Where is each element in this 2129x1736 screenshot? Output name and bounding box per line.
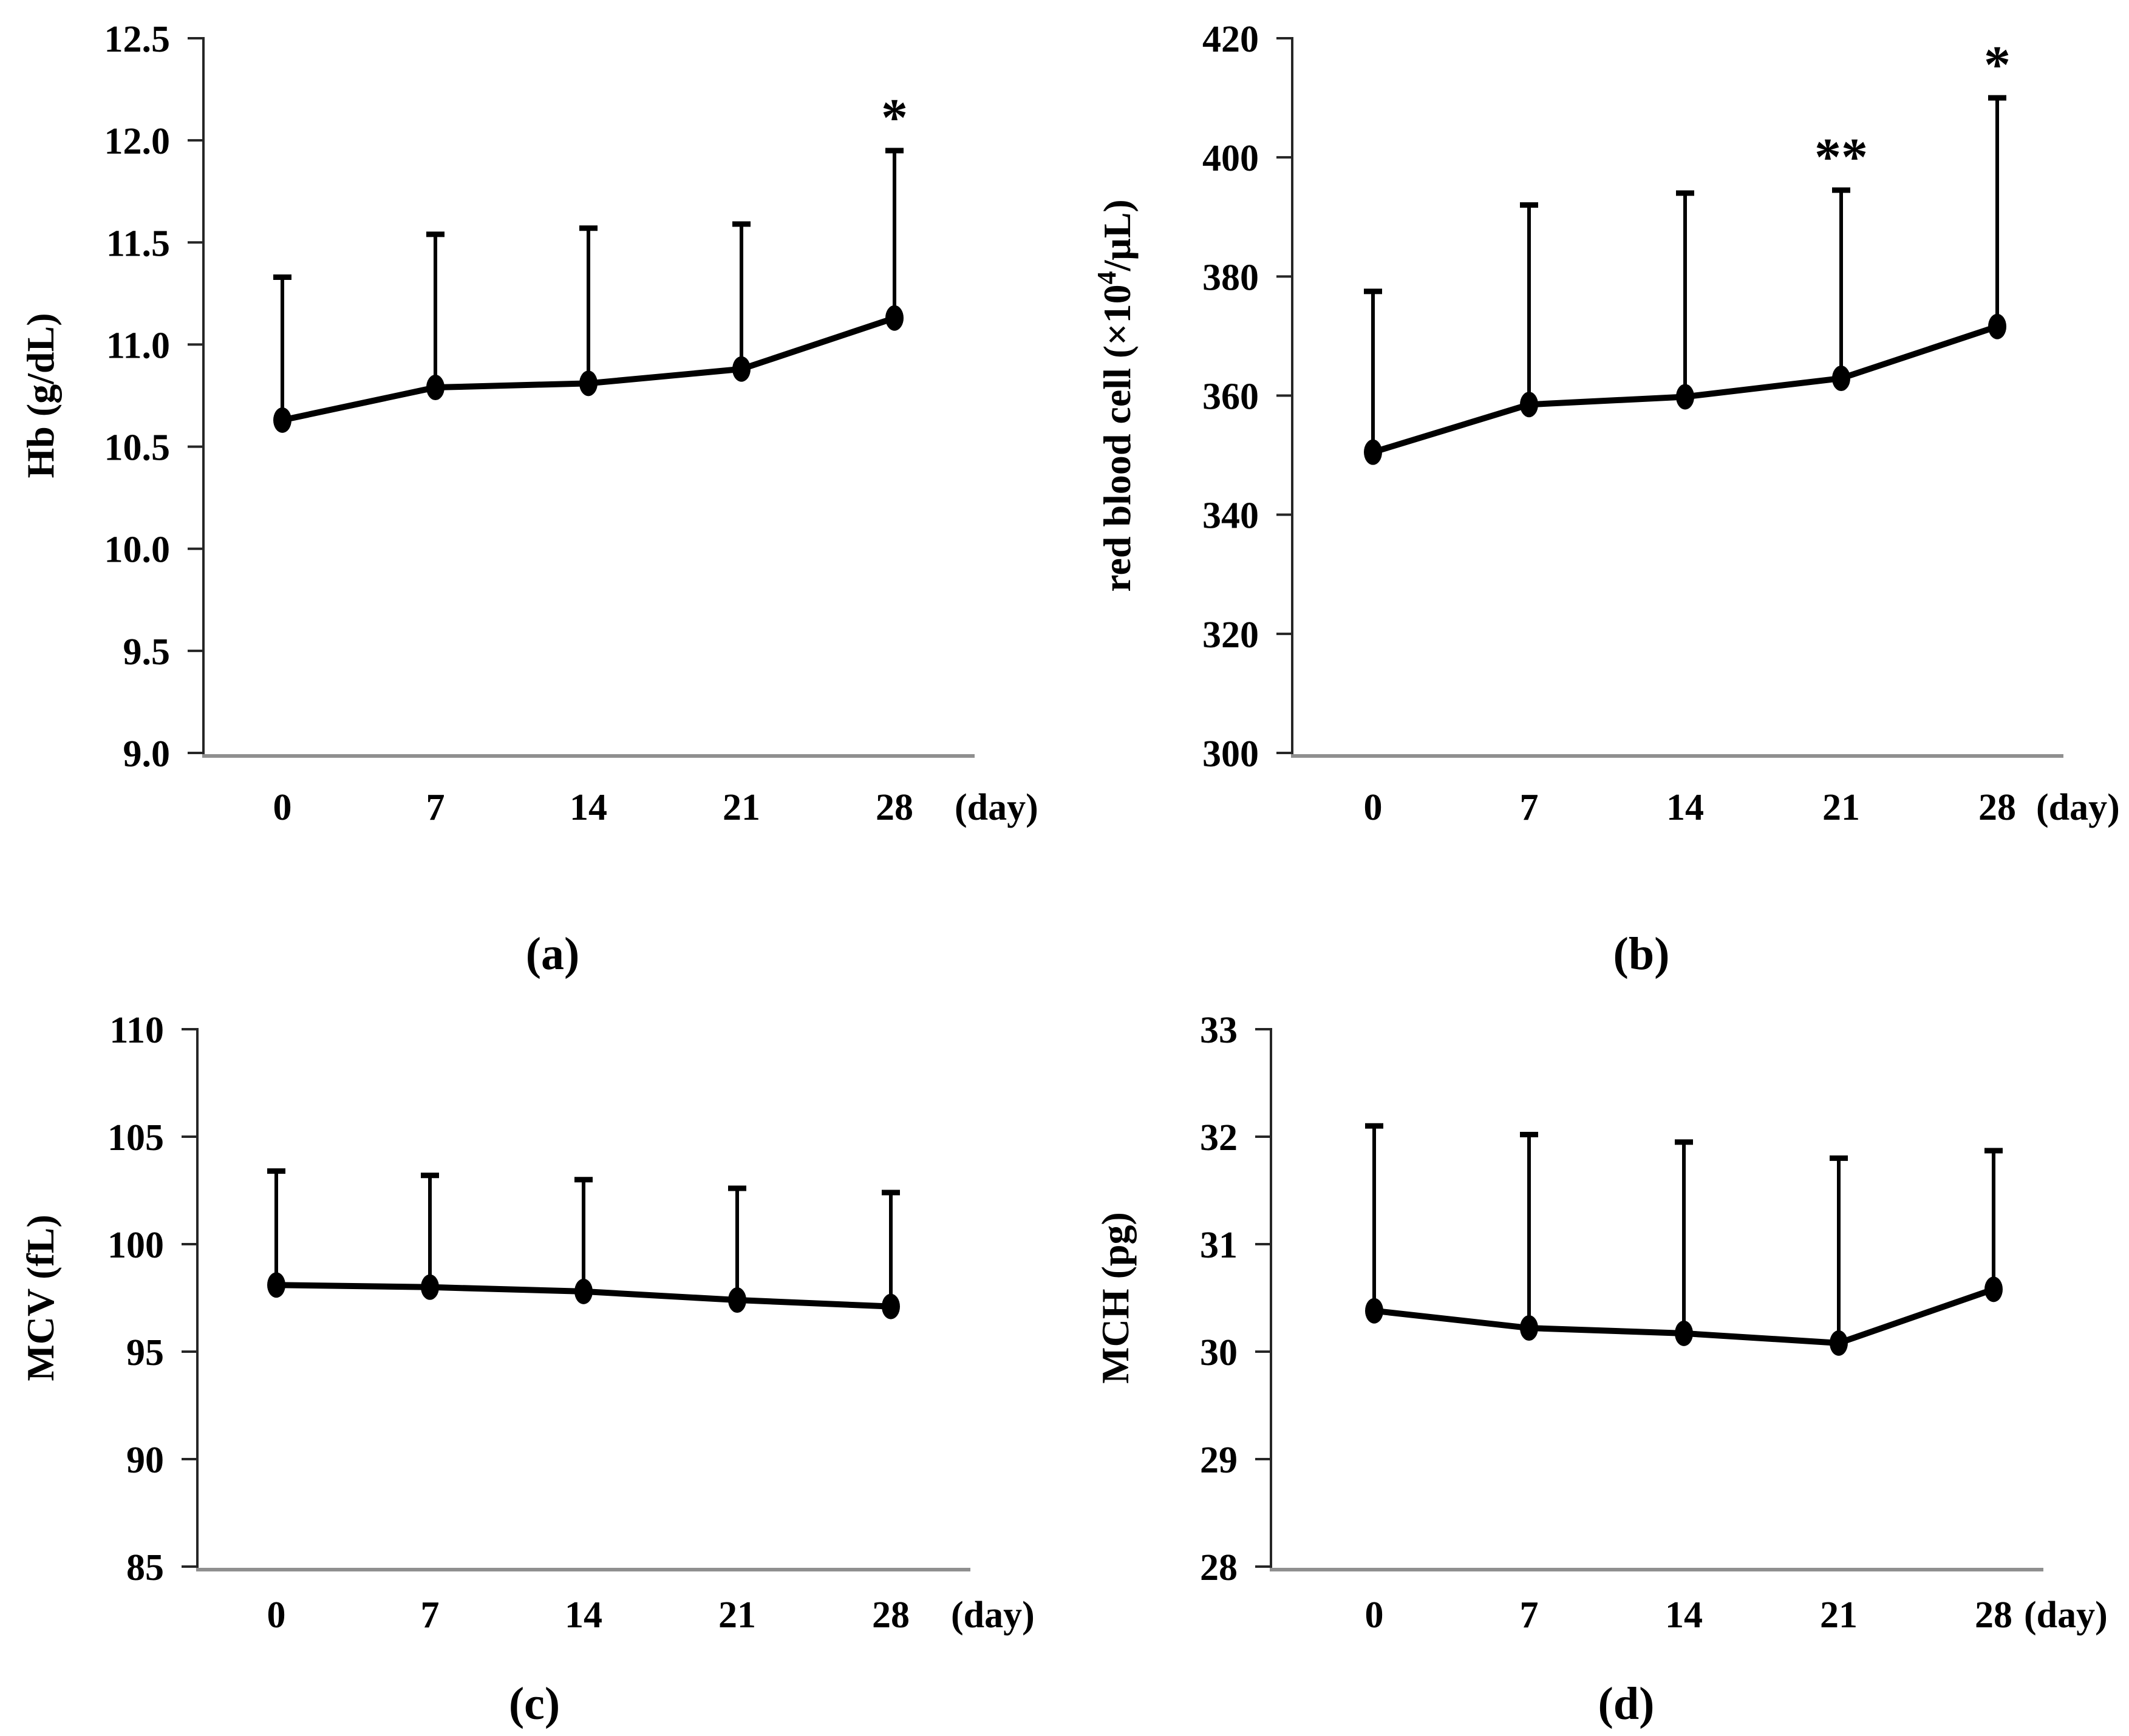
y-axis-title: MCV (fL)	[19, 1214, 62, 1381]
panel-a-caption: (a)	[525, 928, 580, 979]
y-tick-label: 28	[1200, 1547, 1238, 1588]
significance-annotation: **	[1814, 128, 1868, 187]
data-point-marker	[426, 375, 445, 401]
y-tick-label: 33	[1200, 1010, 1238, 1051]
y-tick-label: 10.0	[104, 529, 171, 571]
panel-d: 28 29 30 31 32 33 0 7 14 21 28 (day) MCH (pg) (d)	[1064, 984, 2129, 1736]
data-point-marker	[732, 356, 751, 382]
y-tick-label: 320	[1202, 614, 1259, 656]
y-tick-label: 12.0	[104, 121, 171, 162]
data-point-marker	[1830, 1330, 1848, 1356]
data-point-marker	[267, 1272, 285, 1298]
chart-mch: 28 29 30 31 32 33 0 7 14 21 28 (day) MCH (pg)	[1094, 1010, 2108, 1636]
y-tick-label: 95	[126, 1332, 164, 1373]
data-point-marker	[1988, 313, 2006, 339]
day-unit-label: (day)	[951, 1595, 1035, 1636]
panel-a: 9.0 9.5 10.0 10.5 11.0 11.5 12.0 12.5 0 7 14 21 28 (d…	[0, 0, 1064, 984]
data-point-marker	[728, 1287, 746, 1313]
x-tick-label: 21	[1822, 787, 1860, 828]
data-point-marker	[1984, 1276, 2003, 1302]
x-tick-label: 28	[876, 787, 913, 828]
x-tick-label: 28	[1975, 1595, 2012, 1636]
panel-c-caption: (c)	[508, 1678, 560, 1729]
x-tick-label: 14	[1665, 1595, 1703, 1636]
x-tick-label: 7	[426, 787, 445, 828]
x-tick-label: 0	[1365, 1595, 1384, 1636]
data-point-marker	[273, 407, 291, 433]
x-tick-label: 7	[1520, 1595, 1539, 1636]
data-point-marker	[1676, 384, 1694, 410]
significance-annotation: *	[881, 89, 908, 148]
y-tick-label: 300	[1202, 734, 1259, 775]
significance-annotation: *	[1984, 36, 2011, 95]
x-tick-label: 28	[872, 1595, 910, 1636]
data-point-marker	[1832, 366, 1850, 392]
y-tick-label: 90	[126, 1440, 164, 1481]
y-axis-title: Hb (g/dL)	[19, 313, 62, 478]
x-tick-label: 28	[1978, 787, 2016, 828]
y-tick-label: 340	[1202, 495, 1259, 537]
y-tick-label: 9.5	[123, 631, 171, 673]
y-tick-label: 360	[1202, 376, 1259, 418]
data-point-marker	[1520, 392, 1538, 418]
y-tick-label: 420	[1202, 19, 1259, 60]
data-point-marker	[579, 370, 598, 397]
day-unit-label: (day)	[2036, 787, 2120, 828]
y-tick-label: 29	[1200, 1440, 1238, 1481]
y-tick-label: 105	[107, 1117, 164, 1159]
y-tick-label: 100	[107, 1225, 164, 1266]
y-axis-title: red blood cell (×104/μL)	[1092, 199, 1139, 591]
chart-hb: 9.0 9.5 10.0 10.5 11.0 11.5 12.0 12.5 0 7 14 21 28 (d…	[19, 19, 1038, 828]
panel-b: 300 320 340 360 380 400 420 0 7 14 21 28 (day) red bl…	[1064, 0, 2129, 984]
panel-b-caption: (b)	[1613, 928, 1670, 979]
x-tick-label: 21	[723, 787, 760, 828]
y-tick-label: 12.5	[104, 19, 171, 60]
x-tick-label: 0	[267, 1595, 286, 1636]
y-tick-label: 380	[1202, 257, 1259, 298]
x-tick-label: 21	[718, 1595, 756, 1636]
y-tick-label: 85	[126, 1547, 164, 1588]
data-point-marker	[574, 1278, 593, 1304]
day-unit-label: (day)	[955, 787, 1038, 828]
y-tick-label: 400	[1202, 138, 1259, 179]
data-point-marker	[1365, 1298, 1383, 1324]
data-point-marker	[1520, 1315, 1538, 1341]
x-tick-label: 0	[1364, 787, 1383, 828]
x-tick-label: 7	[421, 1595, 440, 1636]
y-tick-label: 30	[1200, 1332, 1238, 1373]
chart-red-blood-cell: 300 320 340 360 380 400 420 0 7 14 21 28 (day) red bl…	[1092, 19, 2120, 828]
panel-d-caption: (d)	[1598, 1678, 1655, 1729]
data-point-marker	[882, 1293, 900, 1319]
y-tick-label: 11.0	[106, 325, 170, 366]
x-tick-label: 14	[565, 1595, 602, 1636]
x-tick-label: 7	[1520, 787, 1539, 828]
y-tick-label: 110	[109, 1010, 164, 1051]
x-tick-label: 14	[570, 787, 607, 828]
y-tick-label: 31	[1200, 1225, 1238, 1266]
chart-mcv: 85 90 95 100 105 110 0 7 14 21 28 (day) MCV (fL)	[19, 1010, 1035, 1636]
y-tick-label: 32	[1200, 1117, 1238, 1159]
day-unit-label: (day)	[2024, 1595, 2108, 1636]
panel-c: 85 90 95 100 105 110 0 7 14 21 28 (day) MCV (fL) (c)	[0, 984, 1064, 1736]
y-tick-label: 10.5	[104, 427, 171, 469]
data-point-marker	[885, 305, 904, 331]
data-point-marker	[421, 1274, 439, 1300]
y-tick-label: 9.0	[123, 734, 171, 775]
y-tick-label: 11.5	[106, 223, 170, 264]
data-point-marker	[1675, 1320, 1693, 1346]
y-axis-title: MCH (pg)	[1094, 1212, 1137, 1384]
x-tick-label: 0	[273, 787, 292, 828]
data-point-marker	[1364, 439, 1382, 465]
x-tick-label: 21	[1820, 1595, 1858, 1636]
x-tick-label: 14	[1666, 787, 1704, 828]
